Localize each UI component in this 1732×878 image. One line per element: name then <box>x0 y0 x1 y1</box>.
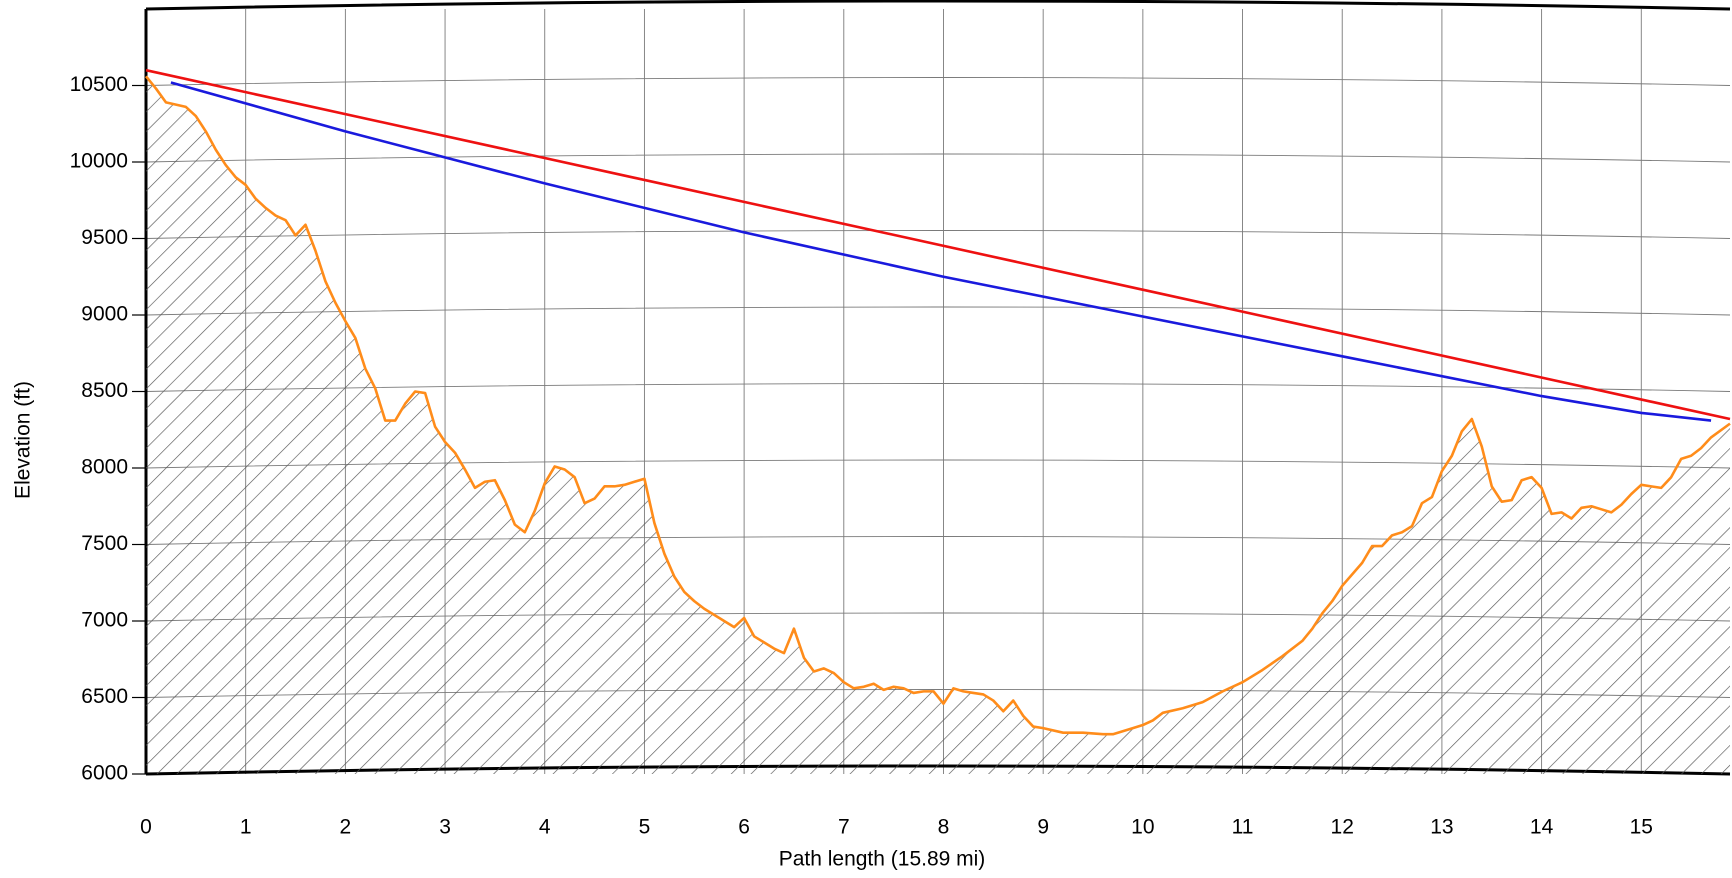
y-tick-label: 7000 <box>81 609 128 632</box>
x-tick-label: 0 <box>140 816 152 839</box>
series-line <box>145 68 1731 421</box>
x-tick-label: 11 <box>1232 816 1254 839</box>
x-tick-label: 9 <box>1037 816 1049 839</box>
x-tick-label: 2 <box>340 816 352 839</box>
grid-line <box>145 153 1731 163</box>
y-tick-label: 9500 <box>81 226 128 249</box>
x-tick-label: 6 <box>738 816 750 839</box>
y-tick-label: 6500 <box>81 685 128 708</box>
x-axis-label: Path length (15.89 mi) <box>779 848 986 871</box>
y-tick-label: 8500 <box>81 379 128 402</box>
x-tick-label: 14 <box>1530 816 1554 839</box>
series-line <box>170 81 1712 422</box>
x-tick-label: 15 <box>1630 816 1653 839</box>
y-tick-label: 6000 <box>81 762 128 785</box>
x-tick-label: 12 <box>1331 816 1354 839</box>
grid-line <box>145 306 1731 316</box>
terrain-area <box>146 76 1730 774</box>
grid-line <box>145 230 1731 239</box>
x-tick-label: 8 <box>938 816 950 839</box>
x-tick-label: 1 <box>240 816 252 839</box>
x-tick-label: 4 <box>539 816 551 839</box>
grid-line <box>145 77 1731 86</box>
x-tick-label: 5 <box>639 816 651 839</box>
y-axis-label: Elevation (ft) <box>12 381 35 499</box>
x-tick-label: 10 <box>1131 816 1154 839</box>
y-tick-label: 8000 <box>81 456 128 479</box>
x-tick-label: 3 <box>439 816 451 839</box>
x-tick-label: 13 <box>1430 816 1453 839</box>
y-tick-label: 7500 <box>81 532 128 555</box>
y-tick-label: 10000 <box>70 150 128 173</box>
y-tick-label: 10500 <box>70 73 128 96</box>
y-tick-label: 9000 <box>81 303 128 326</box>
series-line <box>144 75 1731 736</box>
x-tick-label: 7 <box>838 816 850 839</box>
